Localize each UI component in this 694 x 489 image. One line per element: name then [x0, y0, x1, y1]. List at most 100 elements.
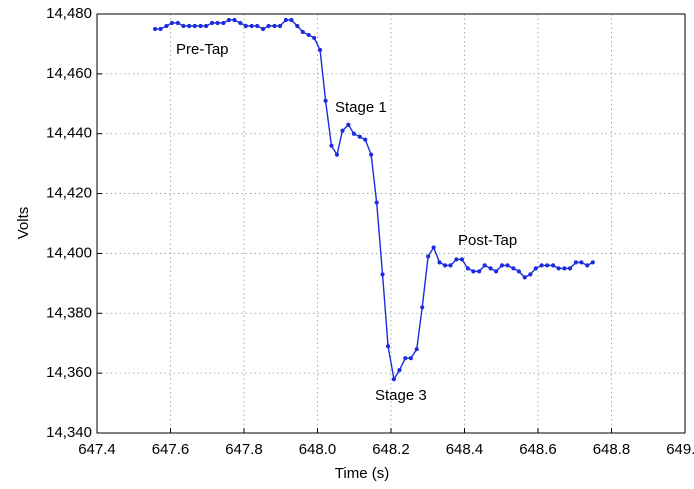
- data-point: [516, 269, 521, 274]
- data-point: [522, 275, 527, 280]
- data-point: [556, 266, 561, 271]
- x-tick-label: 648.8: [593, 441, 631, 458]
- data-point: [431, 245, 436, 250]
- data-point: [499, 263, 505, 268]
- data-point: [391, 377, 397, 382]
- data-point: [567, 266, 573, 271]
- data-point: [346, 122, 351, 127]
- data-point: [414, 347, 419, 352]
- data-point: [454, 257, 459, 262]
- data-point: [505, 263, 510, 268]
- data-point: [334, 152, 340, 157]
- data-point: [232, 17, 237, 23]
- y-tick-label: 14,340: [46, 424, 92, 441]
- data-point: [164, 23, 169, 29]
- data-point: [192, 23, 197, 29]
- y-tick-label: 14,460: [46, 65, 92, 82]
- data-point: [226, 17, 232, 23]
- data-point: [465, 266, 470, 271]
- y-tick-label: 14,420: [46, 185, 92, 202]
- data-point: [209, 20, 215, 26]
- data-point: [312, 35, 317, 41]
- annotation: Stage 1: [335, 99, 387, 116]
- x-tick-label: 648.6: [519, 441, 557, 458]
- data-point: [385, 344, 391, 349]
- data-point: [255, 23, 260, 29]
- x-tick-label: 647.6: [152, 441, 190, 458]
- data-point: [477, 269, 482, 274]
- data-point: [562, 266, 567, 271]
- data-point: [340, 128, 345, 133]
- data-point: [426, 254, 431, 259]
- data-point: [363, 137, 368, 142]
- data-line: [155, 19, 594, 382]
- data-point: [442, 263, 448, 268]
- data-point: [295, 23, 300, 29]
- data-point: [585, 263, 590, 268]
- y-tick-label: 14,380: [46, 304, 92, 321]
- data-point: [374, 200, 379, 205]
- data-point: [152, 26, 158, 32]
- annotation: Stage 3: [375, 387, 427, 404]
- data-point: [306, 32, 311, 38]
- data-point: [397, 368, 402, 373]
- data-point: [169, 20, 175, 26]
- y-tick-label: 14,360: [46, 364, 92, 381]
- data-point: [238, 20, 243, 26]
- data-point: [448, 263, 453, 268]
- data-point: [323, 98, 328, 103]
- data-point: [550, 263, 556, 268]
- data-point: [181, 23, 186, 29]
- data-point: [351, 131, 356, 136]
- x-tick-label: 647.8: [225, 441, 263, 458]
- data-point: [590, 260, 595, 265]
- data-point: [204, 23, 209, 29]
- data-point: [249, 23, 254, 29]
- data-point: [317, 47, 323, 53]
- data-point: [533, 266, 538, 271]
- data-point: [579, 260, 584, 265]
- x-tick-label: 648.4: [446, 441, 484, 458]
- data-point: [528, 272, 533, 277]
- data-point: [243, 23, 248, 29]
- x-tick-label: 648.0: [299, 441, 337, 458]
- data-point: [494, 269, 499, 274]
- data-point: [369, 152, 374, 157]
- annotation: Post-Tap: [458, 232, 517, 249]
- data-point: [329, 143, 334, 148]
- data-point: [545, 263, 550, 268]
- data-point: [482, 263, 487, 268]
- y-tick-label: 14,480: [46, 5, 92, 22]
- data-point: [289, 17, 294, 23]
- data-point: [215, 20, 220, 26]
- x-axis-label: Time (s): [335, 465, 389, 482]
- x-tick-label: 649.0: [666, 441, 694, 458]
- y-tick-label: 14,400: [46, 244, 92, 261]
- data-point: [511, 266, 516, 271]
- data-point: [175, 20, 180, 26]
- data-point: [459, 257, 465, 262]
- data-point: [437, 260, 442, 265]
- data-point: [488, 266, 493, 271]
- data-point: [420, 305, 425, 310]
- data-point: [300, 29, 305, 35]
- plot-frame: [96, 13, 686, 434]
- x-tick-label: 648.2: [372, 441, 410, 458]
- data-point: [539, 263, 544, 268]
- data-point: [266, 23, 271, 29]
- data-point: [187, 23, 192, 29]
- data-point: [283, 17, 288, 23]
- data-point: [471, 269, 476, 274]
- data-point: [198, 23, 203, 29]
- y-axis-label: Volts: [15, 207, 32, 240]
- annotation: Pre-Tap: [176, 41, 229, 58]
- data-point: [158, 26, 163, 32]
- y-tick-label: 14,440: [46, 125, 92, 142]
- data-point: [573, 260, 578, 265]
- data-point: [380, 272, 385, 277]
- x-tick-label: 647.4: [78, 441, 116, 458]
- data-point: [408, 356, 413, 361]
- data-point: [221, 20, 226, 26]
- data-point: [261, 26, 266, 32]
